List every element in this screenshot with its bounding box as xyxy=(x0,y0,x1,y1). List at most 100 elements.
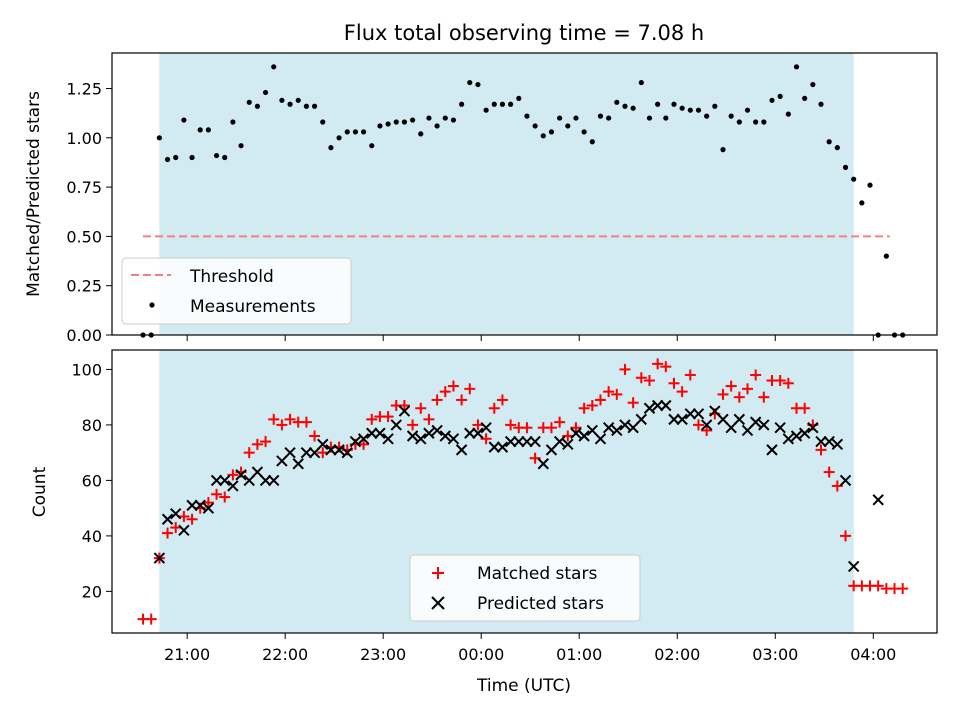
predicted-star-d2 xyxy=(325,444,337,456)
matched-star-point xyxy=(643,375,655,387)
matched-star-point xyxy=(554,416,566,428)
measurement-point xyxy=(156,135,162,141)
matched-star-point xyxy=(815,444,827,456)
matched-star-point xyxy=(251,438,263,450)
measurement-point xyxy=(557,115,563,121)
predicted-star-d2 xyxy=(161,513,174,525)
predicted-star-point xyxy=(529,435,541,448)
predicted-star-point xyxy=(472,427,484,439)
measurement-point xyxy=(720,147,726,153)
measurement-point xyxy=(409,117,416,123)
legend-matched-swatch xyxy=(432,567,444,579)
predicted-star-point xyxy=(513,435,525,448)
matched-star-point xyxy=(284,413,296,425)
measurement-point xyxy=(369,143,375,149)
predicted-star-d2 xyxy=(553,435,566,448)
predicted-star-point xyxy=(382,433,394,445)
predicted-star-d2 xyxy=(619,419,631,431)
x-tick-label: 21:00 xyxy=(164,645,210,664)
measurement-point xyxy=(671,101,677,107)
predicted-star-point xyxy=(284,446,296,459)
measurement-point xyxy=(360,129,367,135)
matched-star-point xyxy=(309,430,321,442)
matched-star-point xyxy=(464,383,476,395)
measurement-point xyxy=(271,64,277,70)
y-tick-label: 100 xyxy=(71,360,102,379)
predicted-star-point xyxy=(643,402,656,414)
bottom-panel: 20 40 60 80 100 21:00 22:00 23:00 00:00 01:00 02:… xyxy=(30,349,938,696)
predicted-star-point xyxy=(398,405,411,417)
matched-star-point xyxy=(897,583,909,595)
predicted-star-point xyxy=(798,427,811,439)
predicted-star-point xyxy=(455,444,468,456)
matched-star-point xyxy=(545,422,557,434)
predicted-star-d2 xyxy=(521,435,533,448)
predicted-star-d2 xyxy=(227,480,239,492)
top-y-ticks: 0.00 0.25 0.50 0.75 1.00 1.25 xyxy=(66,79,112,345)
measurement-point xyxy=(434,123,440,129)
measurement-point xyxy=(475,81,481,88)
predicted-star-d2 xyxy=(210,474,223,487)
measurement-point xyxy=(524,113,530,119)
predicted-star-d2 xyxy=(259,474,272,487)
matched-star-point xyxy=(668,377,680,389)
predicted-star-d2 xyxy=(455,444,468,456)
predicted-star-d2 xyxy=(317,438,329,451)
measurement-point xyxy=(793,64,800,70)
matched-star-point xyxy=(382,411,394,423)
matched-star-point xyxy=(741,383,753,395)
predicted-star-point xyxy=(651,399,664,412)
predicted-star-d2 xyxy=(219,474,231,487)
matched-star-point xyxy=(227,469,239,481)
predicted-star-d2 xyxy=(390,419,402,431)
matched-star-point xyxy=(619,363,631,375)
predicted-star-d2 xyxy=(709,405,721,417)
y-tick-label: 80 xyxy=(82,416,102,435)
predicted-star-point xyxy=(186,499,198,512)
predicted-star-point xyxy=(758,419,770,431)
measurement-point xyxy=(426,115,432,121)
predicted-star-point xyxy=(390,419,402,431)
measurement-point xyxy=(197,127,203,133)
measurement-point xyxy=(810,81,816,88)
matched-star-points xyxy=(137,358,909,625)
predicted-star-point xyxy=(439,430,451,442)
measurement-points xyxy=(140,64,906,338)
matched-star-point xyxy=(725,380,737,392)
measurement-point xyxy=(769,97,775,103)
measurement-point xyxy=(851,176,857,182)
matched-star-point xyxy=(423,413,435,425)
predicted-star-point xyxy=(341,446,353,459)
measurement-point xyxy=(295,97,301,103)
predicted-star-point xyxy=(268,474,280,487)
measurement-point xyxy=(254,103,260,109)
predicted-star-point xyxy=(202,502,215,514)
chart-title: Flux total observing time = 7.08 h xyxy=(344,21,704,45)
y-tick-label: 1.00 xyxy=(66,129,102,148)
predicted-star-d2 xyxy=(660,399,672,412)
matched-star-point xyxy=(692,419,704,431)
predicted-star-d2 xyxy=(374,427,386,439)
predicted-star-d2 xyxy=(847,560,860,573)
predicted-star-d2 xyxy=(766,444,778,456)
measurement-point xyxy=(336,135,342,141)
measurement-point xyxy=(842,164,849,170)
legend-measurements-label: Measurements xyxy=(190,297,316,317)
matched-star-point xyxy=(260,436,272,448)
predicted-star-d2 xyxy=(415,433,427,445)
x-tick-label: 02:00 xyxy=(654,645,700,664)
predicted-star-point xyxy=(366,427,378,439)
predicted-star-d2 xyxy=(349,435,362,448)
predicted-star-d2 xyxy=(480,421,492,434)
measurement-point xyxy=(712,103,718,109)
measurement-point xyxy=(385,121,391,127)
bottom-legend: Matched stars Predicted stars xyxy=(409,554,641,622)
matched-star-point xyxy=(480,433,492,445)
predicted-star-point xyxy=(807,421,819,434)
legend-predicted-swatch xyxy=(431,596,445,610)
predicted-star-d2 xyxy=(423,427,435,439)
measurement-point xyxy=(418,131,424,137)
predicted-star-d2 xyxy=(774,421,786,434)
measurement-point xyxy=(581,129,587,135)
